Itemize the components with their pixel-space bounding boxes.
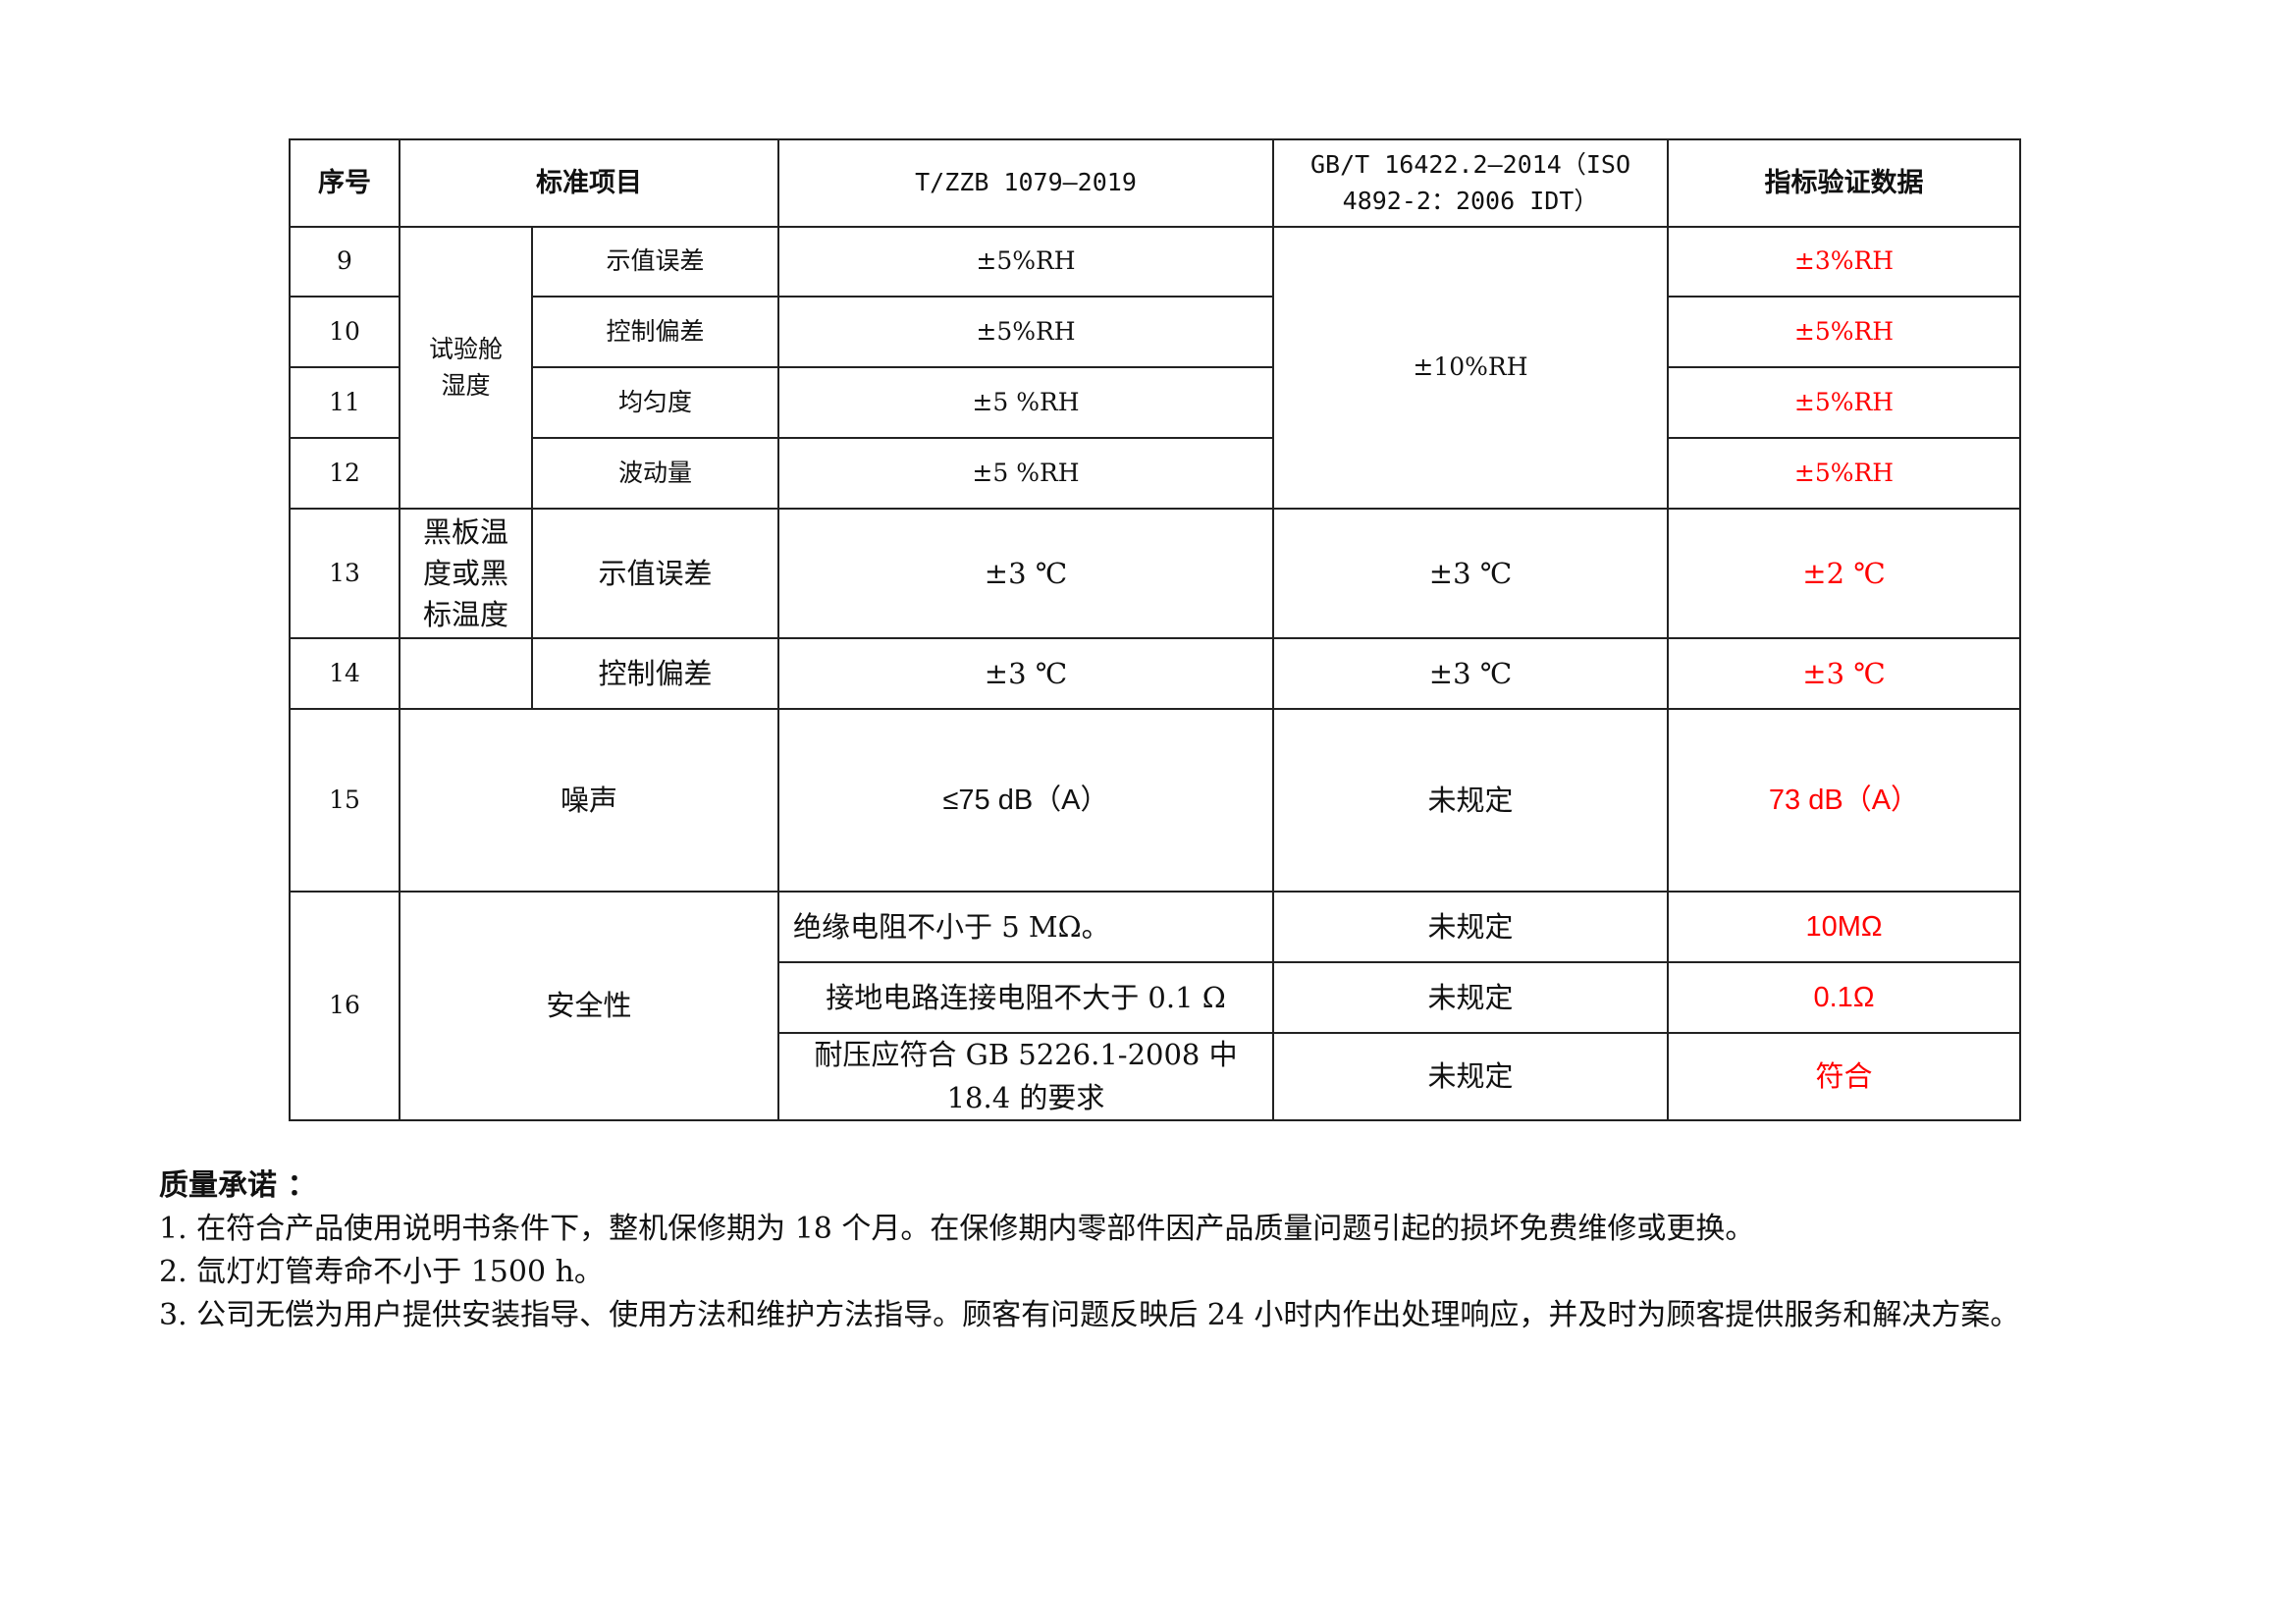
row-item: 均匀度 (531, 366, 779, 439)
row-gb: 未规定 (1272, 708, 1669, 893)
group-humidity: 试验舱湿度 (399, 226, 533, 510)
row-gb-shared: ±10%RH (1272, 226, 1669, 510)
header-gb: GB/T 16422.2—2014（ISO 4892-2：2006 IDT） (1272, 138, 1669, 228)
row-gb: ±3 ℃ (1272, 508, 1669, 639)
row-result: 10MΩ (1667, 891, 2021, 963)
header-item: 标准项目 (399, 138, 779, 228)
row-zzb: 耐压应符合 GB 5226.1-2008 中 18.4 的要求 (777, 1032, 1274, 1121)
table-row: 9 试验舱湿度 示值误差 ±5%RH ±10%RH ±3%RH (289, 226, 2021, 510)
row-item: 噪声 (399, 708, 779, 893)
row-zzb: ≤75 dB（A） (777, 708, 1274, 893)
table-row: 10 控制偏差 ±5%RH ±5%RH (289, 296, 2021, 368)
row-result: ±2 ℃ (1667, 508, 2021, 639)
row-item: 控制偏差 (531, 637, 779, 710)
header-no: 序号 (289, 138, 400, 228)
row-no: 12 (289, 437, 400, 510)
group-safety: 安全性 (399, 891, 779, 1121)
row-result: 73 dB（A） (1667, 708, 2021, 893)
quality-commitment: 质量承诺 ： 1. 在符合产品使用说明书条件下，整机保修期为 18 个月。在保修… (159, 1164, 2181, 1337)
row-gb: 未规定 (1272, 891, 1669, 963)
header-result: 指标验证数据 (1667, 138, 2021, 228)
quality-title: 质量承诺 ： (159, 1168, 317, 1203)
row-zzb: ±3 ℃ (777, 508, 1274, 639)
row-result: 0.1Ω (1667, 961, 2021, 1034)
row-zzb: ±5%RH (777, 296, 1274, 368)
row-item: 示值误差 (531, 226, 779, 298)
row-result: ±3%RH (1667, 226, 2021, 298)
row-no: 13 (289, 508, 400, 639)
row-no: 15 (289, 708, 400, 893)
table-row: 13 黑板温度或黑标温度 示值误差 ±3 ℃ ±3 ℃ ±2 ℃ (289, 508, 2021, 639)
quality-item: 3. 公司无偿为用户提供安装指导、使用方法和维护方法指导。顾客有问题反映后 24… (159, 1298, 2020, 1332)
row-zzb: ±5 %RH (777, 437, 1274, 510)
row-result: ±5%RH (1667, 437, 2021, 510)
row-result: ±3 ℃ (1667, 637, 2021, 710)
row-gb: 未规定 (1272, 961, 1669, 1034)
row-no: 10 (289, 296, 400, 368)
table-row: 15 噪声 ≤75 dB（A） 未规定 73 dB（A） (289, 708, 2021, 893)
row-zzb: ±3 ℃ (777, 637, 1274, 710)
row-zzb: ±5%RH (777, 226, 1274, 298)
row-gb: ±3 ℃ (1272, 637, 1669, 710)
table-row: 14 控制偏差 ±3 ℃ ±3 ℃ ±3 ℃ (289, 637, 2021, 710)
row-result: 符合 (1667, 1032, 2021, 1121)
row-result: ±5%RH (1667, 296, 2021, 368)
quality-item: 2. 氙灯灯管寿命不小于 1500 h。 (159, 1255, 604, 1289)
spec-table: 序号 标准项目 T/ZZB 1079—2019 GB/T 16422.2—201… (289, 138, 2021, 1121)
row-zzb: 接地电路连接电阻不大于 0.1 Ω (777, 961, 1274, 1034)
row-no: 14 (289, 637, 400, 710)
table-row: 耐压应符合 GB 5226.1-2008 中 18.4 的要求 未规定 符合 (290, 1032, 2021, 1121)
header-row: 序号 标准项目 T/ZZB 1079—2019 GB/T 16422.2—201… (289, 138, 2021, 228)
row-no: 11 (289, 366, 400, 439)
row-gb: 未规定 (1272, 1032, 1669, 1121)
row-zzb: ±5 %RH (777, 366, 1274, 439)
quality-item: 1. 在符合产品使用说明书条件下，整机保修期为 18 个月。在保修期内零部件因产… (159, 1212, 1755, 1246)
row-item: 示值误差 (531, 508, 779, 639)
table-row: 16 安全性 绝缘电阻不小于 5 MΩ。 未规定 10MΩ (289, 891, 2021, 1121)
group-blackpanel: 黑板温度或黑标温度 (399, 508, 533, 639)
row-item: 波动量 (531, 437, 779, 510)
table-row: 接地电路连接电阻不大于 0.1 Ω 未规定 0.1Ω (290, 961, 2021, 1034)
table-row: 11 均匀度 ±5 %RH ±5%RH (289, 366, 2021, 439)
row-group-empty (399, 637, 533, 710)
row-no: 9 (289, 226, 400, 298)
row-result: ±5%RH (1667, 366, 2021, 439)
header-zzb: T/ZZB 1079—2019 (777, 138, 1274, 228)
row-item: 控制偏差 (531, 296, 779, 368)
row-no: 16 (289, 891, 400, 1121)
row-zzb: 绝缘电阻不小于 5 MΩ。 (777, 891, 1274, 963)
table-row: 12 波动量 ±5 %RH ±5%RH (289, 437, 2021, 510)
